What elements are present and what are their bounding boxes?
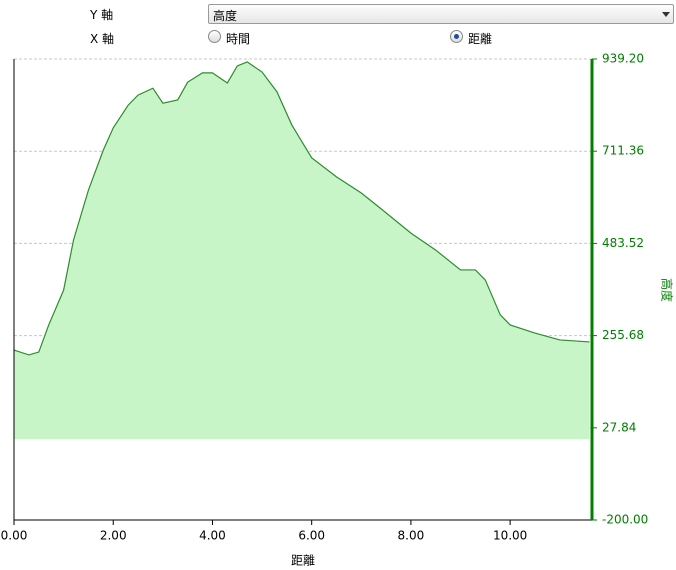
x-tick-label: 6.00 [298,529,325,543]
radio-time-label[interactable]: 時間 [226,32,251,46]
x-axis-label: X 軸 [90,32,115,46]
radio-distance[interactable] [450,30,463,43]
y-tick-label: -200.00 [602,513,648,527]
y-tick-label: 255.68 [602,328,644,342]
x-tick-label: 4.00 [199,529,226,543]
area-fill [14,61,590,440]
y-axis-label: Y 軸 [90,8,114,22]
radio-distance-label[interactable]: 距離 [468,32,493,46]
area-line [13,61,590,356]
x-tick-label: 2.00 [100,529,127,543]
y-axis-title: 高度 [660,278,675,302]
y-tick-label: 939.20 [602,52,644,66]
radio-time[interactable] [208,30,221,43]
x-tick-label: 8.00 [398,529,425,543]
select-arrow [662,12,670,17]
select-value: 高度 [213,9,238,23]
y-tick-label: 27.84 [602,420,636,434]
x-axis-title: 距離 [291,554,315,568]
y-tick-label: 483.52 [602,236,644,250]
x-tick-label: 0.00 [1,529,28,543]
x-tick-label: 10.00 [493,529,527,543]
y-axis-select[interactable]: 高度 [208,4,674,24]
y-tick-label: 711.36 [602,144,644,158]
